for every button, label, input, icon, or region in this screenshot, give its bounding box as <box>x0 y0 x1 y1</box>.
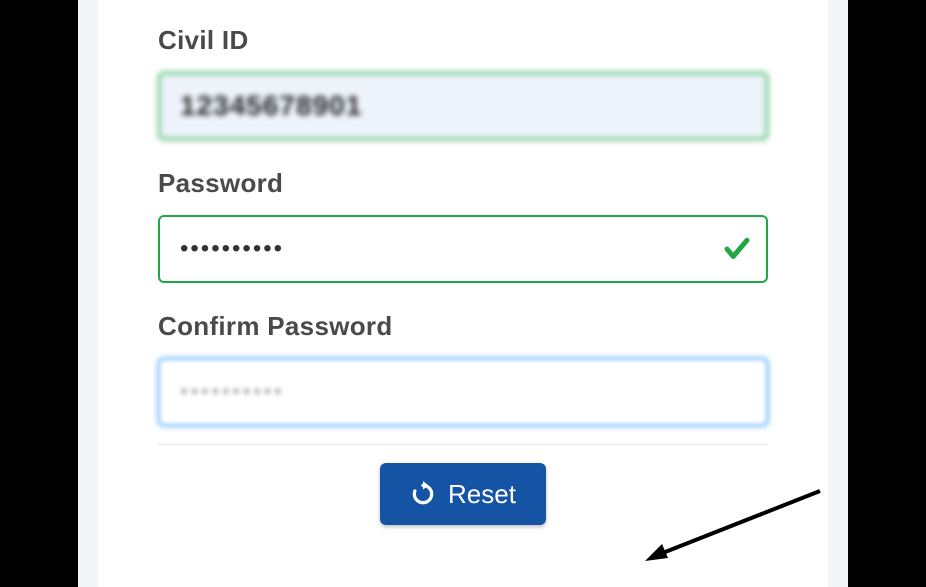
password-label: Password <box>158 168 768 199</box>
civil-id-input[interactable] <box>158 72 768 140</box>
divider <box>158 444 768 445</box>
page-container: Civil ID Password Confirm Password <box>78 0 848 587</box>
button-row: Reset <box>158 463 768 525</box>
confirm-password-group: Confirm Password <box>158 311 768 426</box>
check-icon <box>722 234 752 264</box>
password-group: Password <box>158 168 768 283</box>
confirm-password-label: Confirm Password <box>158 311 768 342</box>
form-card: Civil ID Password Confirm Password <box>98 0 828 587</box>
reset-button[interactable]: Reset <box>380 463 546 525</box>
password-input[interactable] <box>158 215 768 283</box>
reset-button-label: Reset <box>448 479 516 510</box>
confirm-password-input[interactable] <box>158 358 768 426</box>
civil-id-label: Civil ID <box>158 25 768 56</box>
reset-icon <box>410 481 436 507</box>
civil-id-group: Civil ID <box>158 25 768 140</box>
